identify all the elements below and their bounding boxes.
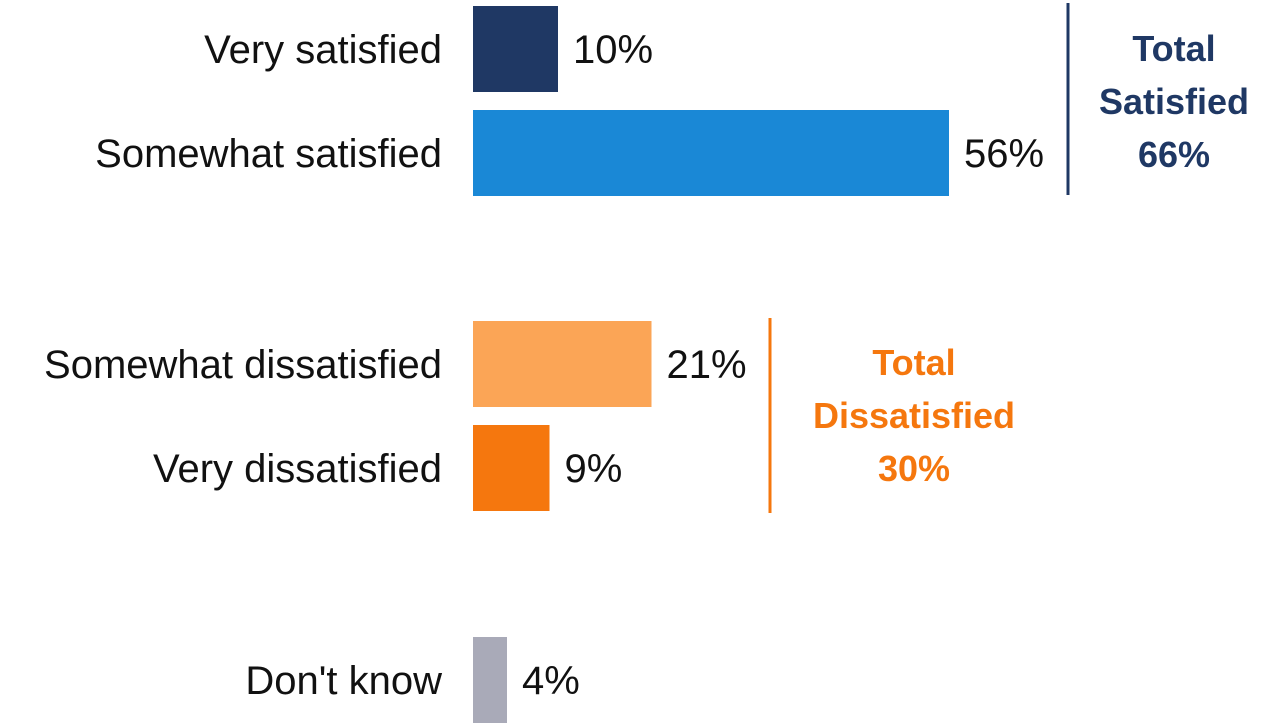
bars-layer [473, 6, 949, 723]
group-label-1-line-1: Dissatisfied [813, 395, 1015, 436]
category-label-2: Somewhat dissatisfied [44, 343, 442, 387]
group-label-1-line-0: Total [872, 342, 955, 383]
bar-1 [473, 110, 949, 196]
category-label-3: Very dissatisfied [153, 447, 442, 491]
bar-2 [473, 321, 652, 407]
group-label-0-line-0: Total [1132, 28, 1215, 69]
labels-layer: Very satisfied 10% Somewhat satisfied 56% So… [44, 28, 1044, 703]
value-label-1: 56% [964, 132, 1044, 176]
category-label-1: Somewhat satisfied [95, 132, 442, 176]
value-label-3: 9% [565, 447, 623, 491]
bar-3 [473, 425, 550, 511]
category-label-0: Very satisfied [204, 28, 442, 72]
bar-0 [473, 6, 558, 92]
group-summaries: Total Satisfied 66% Total Dissatisfied 30% [768, 3, 1249, 513]
group-label-1-line-2: 30% [878, 448, 950, 489]
value-label-4: 4% [522, 659, 580, 703]
group-label-0-line-1: Satisfied [1099, 81, 1249, 122]
value-label-2: 21% [667, 343, 747, 387]
value-label-0: 10% [573, 28, 653, 72]
bar-4 [473, 637, 507, 723]
group-label-0-line-2: 66% [1138, 134, 1210, 175]
category-label-4: Don't know [245, 659, 442, 703]
